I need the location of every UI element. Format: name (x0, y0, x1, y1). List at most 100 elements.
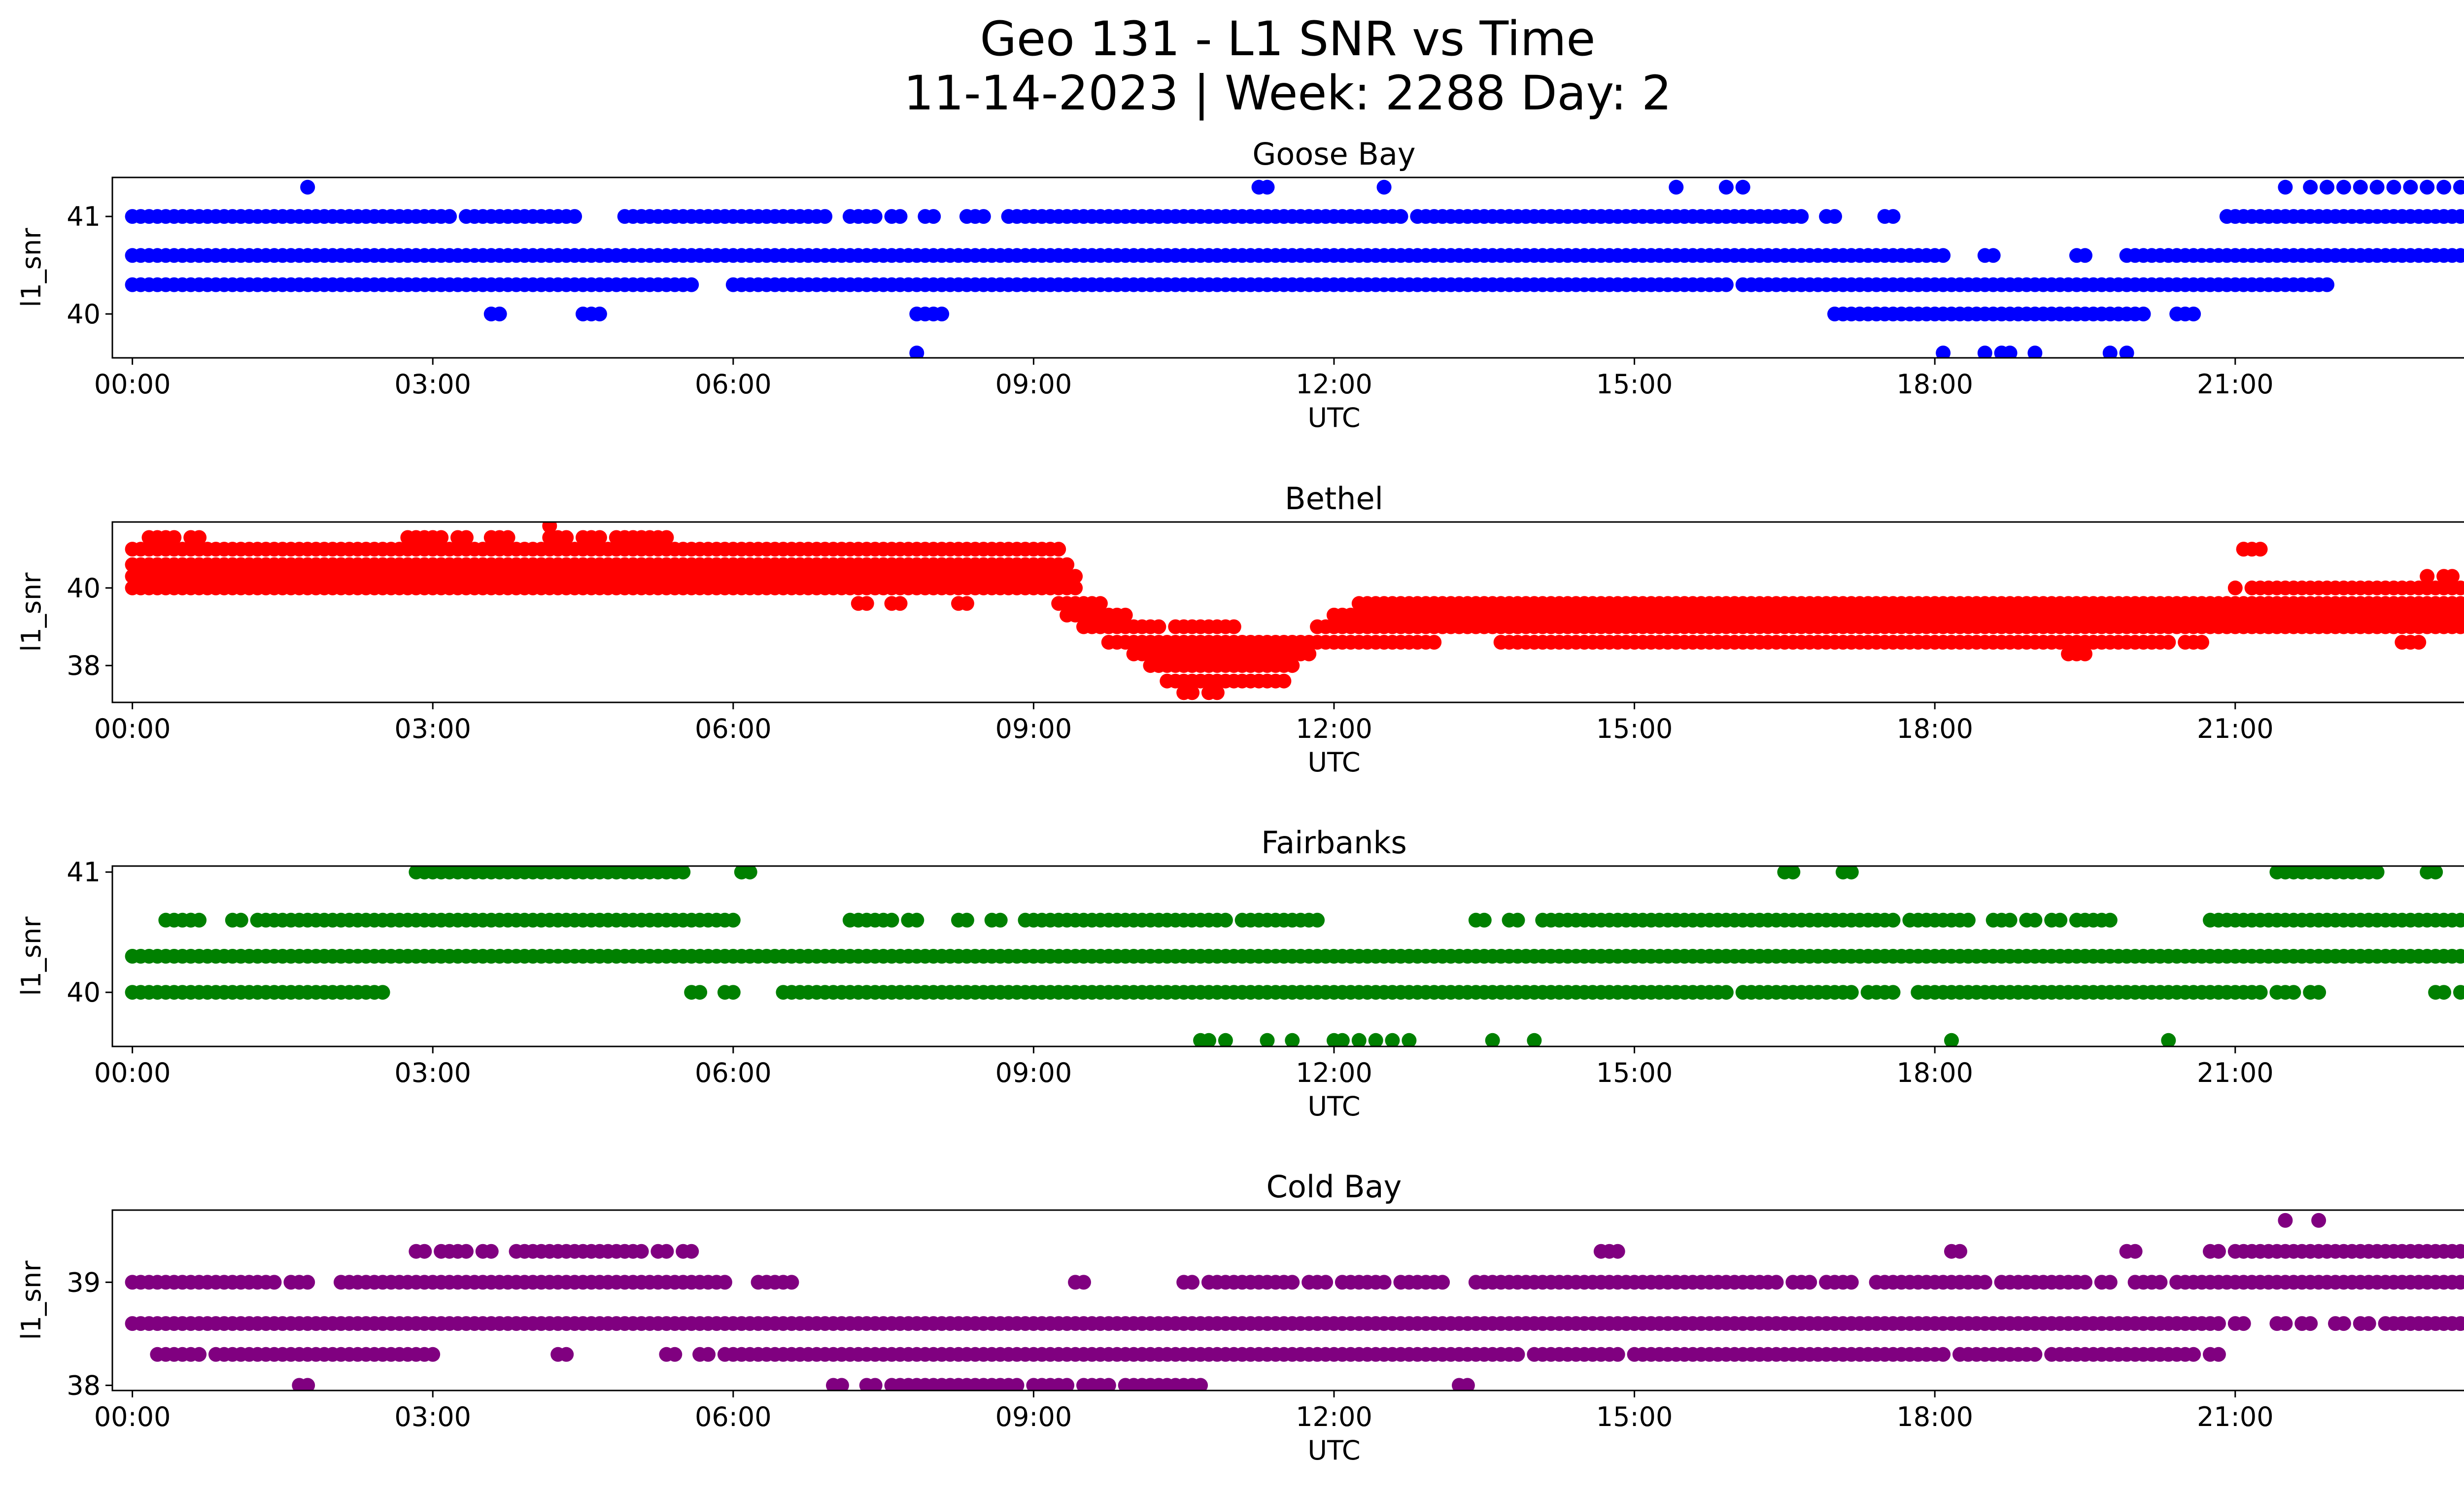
data-point (2119, 346, 2134, 358)
data-point (417, 1244, 432, 1259)
data-point (1936, 346, 1951, 358)
x-tick-label: 21:00 (2197, 1401, 2274, 1432)
x-tick-label: 06:00 (695, 713, 772, 744)
data-point (2453, 912, 2464, 928)
data-point (2320, 179, 2334, 195)
x-tick-label: 12:00 (1296, 713, 1372, 744)
x-tick-label: 21:00 (2197, 713, 2274, 744)
data-point (2461, 250, 2464, 261)
data-point (2453, 179, 2464, 195)
data-point (659, 530, 674, 545)
data-point (1218, 1033, 1233, 1046)
data-point (2453, 949, 2464, 964)
data-point (676, 866, 691, 880)
data-point (2102, 346, 2118, 358)
data-point (2461, 210, 2464, 222)
data-point (701, 1347, 716, 1362)
data-point (1844, 985, 1859, 1000)
x-tick-label: 21:00 (2197, 369, 2274, 400)
data-point (684, 1244, 699, 1259)
data-point (2027, 346, 2043, 358)
data-point (2102, 912, 2118, 928)
x-tick-label: 09:00 (995, 713, 1072, 744)
y-tick-label: 40 (67, 299, 101, 330)
x-tick-label: 03:00 (394, 713, 471, 744)
data-point (1285, 1033, 1300, 1046)
data-point (1193, 1378, 1208, 1391)
scatter-series (125, 1213, 2464, 1391)
data-point (2136, 307, 2151, 321)
data-point (1885, 985, 1901, 1000)
data-point (2461, 1277, 2464, 1288)
x-tick-label: 06:00 (695, 1057, 772, 1088)
x-tick-label: 15:00 (1596, 713, 1673, 744)
data-point (1936, 1347, 1951, 1362)
panel-cold-bay: Cold Bay 00:00 03:00 06:00 09:00 12:00 15:00 18… (16, 1169, 2464, 1466)
data-point (1060, 1378, 1075, 1391)
data-point (1260, 179, 1275, 195)
data-point (567, 209, 582, 224)
y-axis-label: l1_snr (16, 228, 47, 308)
data-point (1276, 673, 1292, 689)
x-tick-label: 18:00 (1896, 713, 1973, 744)
panel-title: Goose Bay (1252, 136, 1415, 172)
y-tick-label: 38 (67, 1370, 101, 1401)
data-point (1376, 1275, 1392, 1290)
data-point (892, 209, 908, 224)
data-point (492, 307, 507, 321)
data-point (1151, 619, 1166, 634)
data-point (992, 912, 1008, 928)
data-point (2453, 985, 2464, 1000)
x-tick-label: 12:00 (1296, 1057, 1372, 1088)
x-tick-label: 03:00 (394, 1057, 471, 1088)
data-point (2078, 248, 2092, 263)
data-point (2102, 1275, 2118, 1290)
panel-title: Bethel (1285, 481, 1383, 517)
data-point (1960, 912, 1976, 928)
x-tick-label: 12:00 (1296, 1401, 1372, 1432)
data-point (725, 985, 741, 1000)
data-point (667, 1347, 683, 1362)
data-point (2194, 635, 2209, 650)
data-point (2461, 609, 2464, 621)
data-point (2461, 1246, 2464, 1257)
data-point (1460, 1378, 1475, 1391)
data-point (1527, 1033, 1542, 1046)
data-point (692, 985, 708, 1000)
data-point (1827, 209, 1842, 224)
panel-title: Cold Bay (1266, 1169, 1402, 1205)
data-point (834, 1378, 849, 1391)
data-point (1009, 1378, 1025, 1391)
subplots: Goose Bay 00:00 03:00 06:00 09:00 12:00 15:00 1… (16, 136, 2464, 1466)
data-point (959, 912, 974, 928)
data-point (2453, 1244, 2464, 1259)
data-point (592, 307, 607, 321)
data-point (717, 1275, 732, 1290)
panel-bethel: Bethel 00:00 03:00 06:00 09:00 12:00 15:00 18:0… (16, 481, 2464, 778)
data-point (2211, 1244, 2226, 1259)
data-point (2386, 179, 2401, 195)
data-point (1885, 209, 1901, 224)
data-point (2453, 619, 2464, 634)
data-point (1118, 607, 1133, 623)
data-point (2227, 580, 2243, 595)
data-point (1476, 912, 1492, 928)
data-point (2153, 1275, 2168, 1290)
x-tick-label: 15:00 (1596, 1057, 1673, 1088)
data-point (559, 1347, 574, 1362)
data-point (859, 596, 874, 611)
data-point (1093, 596, 1108, 611)
data-point (1885, 912, 1901, 928)
data-point (2361, 1316, 2376, 1331)
data-point (1068, 580, 1083, 595)
data-point (1185, 685, 1200, 700)
data-point (2436, 179, 2452, 195)
data-point (2027, 912, 2043, 928)
axes-frame (111, 1209, 2464, 1391)
data-point (1376, 179, 1392, 195)
data-point (742, 866, 757, 880)
data-point (1318, 1275, 1334, 1290)
x-tick-label: 21:00 (2197, 1057, 2274, 1088)
data-point (1510, 1347, 1525, 1362)
data-point (1201, 1033, 1216, 1046)
